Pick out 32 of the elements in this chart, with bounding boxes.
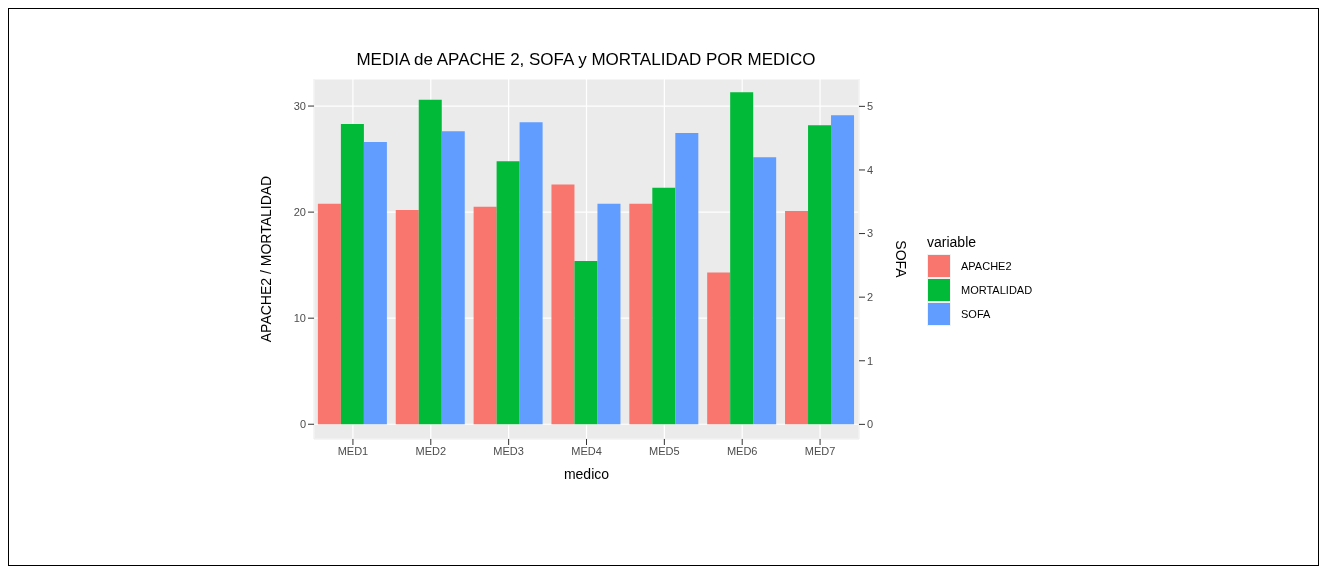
bar	[785, 211, 809, 425]
y-tick-label: 20	[293, 206, 306, 219]
bar	[395, 210, 419, 425]
bar	[707, 272, 731, 425]
legend-label: SOFA	[961, 308, 991, 320]
x-tick-label: MED2	[415, 444, 447, 457]
legend-title: variable	[927, 234, 978, 250]
y2-tick-label: 5	[867, 100, 874, 113]
x-tick-label: MED1	[337, 444, 369, 457]
legend-label: APACHE2	[961, 260, 1012, 272]
y2-tick-label: 2	[867, 291, 874, 304]
chart-title: MEDIA de APACHE 2, SOFA y MORTALIDAD POR MEDICO	[356, 50, 816, 69]
bar	[473, 206, 497, 425]
y-tick-label: 0	[299, 418, 306, 431]
x-axis-title: medico	[563, 466, 610, 482]
y2-tick-label: 3	[867, 227, 874, 240]
x-tick-label: MED4	[571, 444, 602, 457]
y-tick-label: 30	[293, 99, 306, 112]
legend-label: MORTALIDAD	[961, 284, 1033, 296]
bar	[551, 184, 575, 425]
bar	[629, 203, 653, 425]
x-tick-label: MED5	[649, 444, 680, 457]
y2-tick-label: 1	[867, 354, 874, 367]
y-tick-label: 10	[293, 312, 306, 325]
y-axis-title: APACHE2 / MORTALIDAD	[257, 175, 274, 343]
x-tick-label: MED3	[493, 444, 524, 457]
x-tick-label: MED6	[726, 444, 758, 457]
x-tick-label: MED7	[804, 444, 836, 457]
y2-axis-title: SOFA	[893, 240, 910, 279]
y2-tick-label: 4	[867, 163, 874, 176]
y2-tick-label: 0	[867, 418, 874, 431]
bar	[317, 203, 341, 425]
